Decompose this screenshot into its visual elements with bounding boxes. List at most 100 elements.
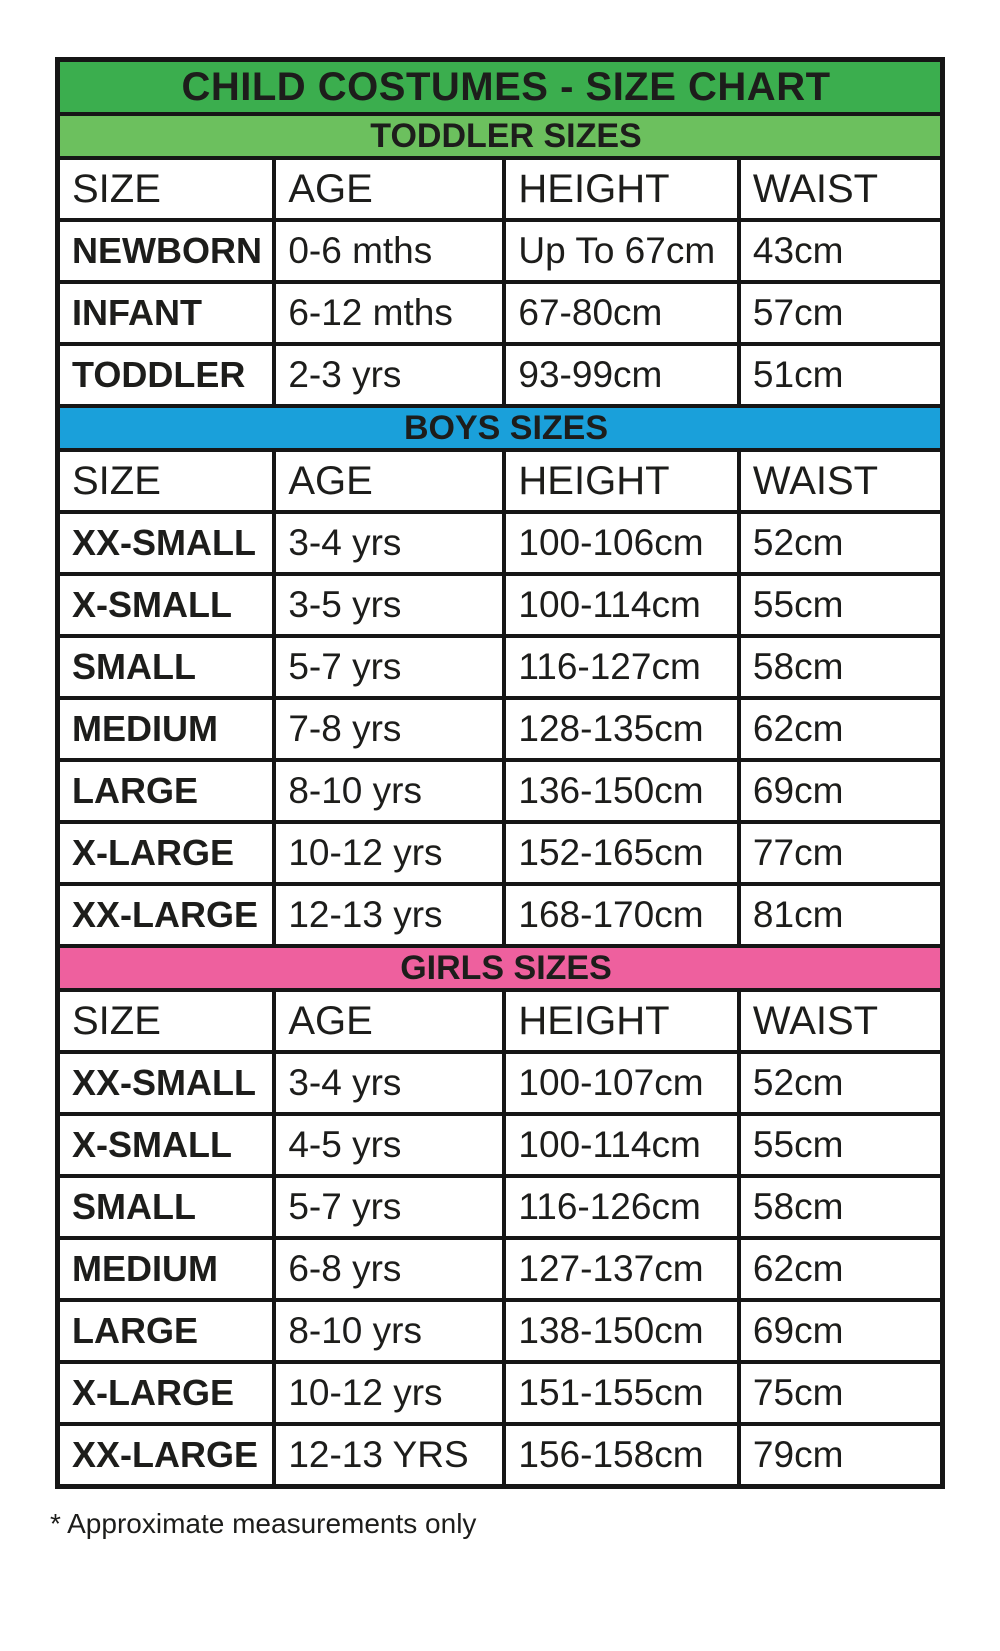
- age-cell: 2-3 yrs: [272, 342, 507, 408]
- age-cell: 7-8 yrs: [272, 696, 507, 762]
- size-cell: X-LARGE: [55, 820, 277, 886]
- size-cell: LARGE: [55, 758, 277, 824]
- height-cell: 116-127cm: [502, 634, 741, 700]
- section-row-girls: GIRLS SIZES: [55, 944, 945, 992]
- column-header-waist: WAIST: [736, 448, 945, 514]
- height-cell: 136-150cm: [502, 758, 741, 824]
- age-cell: 6-12 mths: [272, 280, 507, 346]
- column-header-height: HEIGHT: [502, 988, 741, 1054]
- size-cell: NEWBORN: [55, 218, 277, 284]
- column-header-age: AGE: [272, 156, 507, 222]
- table-row: XX-SMALL 3-4 yrs 100-107cm 52cm: [55, 1050, 945, 1116]
- waist-cell: 51cm: [736, 342, 945, 408]
- table-row: SMALL 5-7 yrs 116-127cm 58cm: [55, 634, 945, 700]
- height-cell: 67-80cm: [502, 280, 741, 346]
- height-cell: 127-137cm: [502, 1236, 741, 1302]
- table-row: XX-LARGE 12-13 yrs 168-170cm 81cm: [55, 882, 945, 948]
- size-cell: X-SMALL: [55, 1112, 277, 1178]
- table-row: LARGE 8-10 yrs 138-150cm 69cm: [55, 1298, 945, 1364]
- size-cell: TODDLER: [55, 342, 277, 408]
- waist-cell: 62cm: [736, 1236, 945, 1302]
- age-cell: 0-6 mths: [272, 218, 507, 284]
- age-cell: 3-5 yrs: [272, 572, 507, 638]
- waist-cell: 69cm: [736, 758, 945, 824]
- table-row: SMALL 5-7 yrs 116-126cm 58cm: [55, 1174, 945, 1240]
- section-band-boys: BOYS SIZES: [55, 404, 945, 452]
- table-row: MEDIUM 7-8 yrs 128-135cm 62cm: [55, 696, 945, 762]
- header-row-toddler: SIZE AGE HEIGHT WAIST: [55, 156, 945, 222]
- size-cell: XX-LARGE: [55, 1422, 277, 1489]
- age-cell: 3-4 yrs: [272, 1050, 507, 1116]
- age-cell: 5-7 yrs: [272, 1174, 507, 1240]
- age-cell: 12-13 YRS: [272, 1422, 507, 1489]
- size-cell: SMALL: [55, 1174, 277, 1240]
- table-row: INFANT 6-12 mths 67-80cm 57cm: [55, 280, 945, 346]
- size-cell: X-SMALL: [55, 572, 277, 638]
- waist-cell: 75cm: [736, 1360, 945, 1426]
- age-cell: 5-7 yrs: [272, 634, 507, 700]
- size-cell: INFANT: [55, 280, 277, 346]
- table-row: MEDIUM 6-8 yrs 127-137cm 62cm: [55, 1236, 945, 1302]
- table-row: XX-LARGE 12-13 YRS 156-158cm 79cm: [55, 1422, 945, 1489]
- table-row: X-SMALL 3-5 yrs 100-114cm 55cm: [55, 572, 945, 638]
- size-cell: X-LARGE: [55, 1360, 277, 1426]
- height-cell: 138-150cm: [502, 1298, 741, 1364]
- column-header-size: SIZE: [55, 448, 277, 514]
- column-header-height: HEIGHT: [502, 156, 741, 222]
- column-header-waist: WAIST: [736, 988, 945, 1054]
- height-cell: 116-126cm: [502, 1174, 741, 1240]
- column-header-size: SIZE: [55, 988, 277, 1054]
- size-cell: SMALL: [55, 634, 277, 700]
- header-row-boys: SIZE AGE HEIGHT WAIST: [55, 448, 945, 514]
- height-cell: 128-135cm: [502, 696, 741, 762]
- table-row: X-LARGE 10-12 yrs 151-155cm 75cm: [55, 1360, 945, 1426]
- size-cell: LARGE: [55, 1298, 277, 1364]
- height-cell: 100-114cm: [502, 1112, 741, 1178]
- waist-cell: 58cm: [736, 1174, 945, 1240]
- table-row: X-LARGE 10-12 yrs 152-165cm 77cm: [55, 820, 945, 886]
- age-cell: 3-4 yrs: [272, 510, 507, 576]
- height-cell: 100-107cm: [502, 1050, 741, 1116]
- column-header-height: HEIGHT: [502, 448, 741, 514]
- height-cell: 93-99cm: [502, 342, 741, 408]
- age-cell: 4-5 yrs: [272, 1112, 507, 1178]
- table-row: X-SMALL 4-5 yrs 100-114cm 55cm: [55, 1112, 945, 1178]
- section-row-boys: BOYS SIZES: [55, 404, 945, 452]
- waist-cell: 57cm: [736, 280, 945, 346]
- height-cell: 168-170cm: [502, 882, 741, 948]
- size-chart-container: CHILD COSTUMES - SIZE CHART TODDLER SIZE…: [55, 57, 945, 1489]
- waist-cell: 52cm: [736, 1050, 945, 1116]
- waist-cell: 43cm: [736, 218, 945, 284]
- footnote: * Approximate measurements only: [50, 1508, 477, 1539]
- title-row: CHILD COSTUMES - SIZE CHART: [55, 57, 945, 116]
- column-header-size: SIZE: [55, 156, 277, 222]
- waist-cell: 77cm: [736, 820, 945, 886]
- table-row: LARGE 8-10 yrs 136-150cm 69cm: [55, 758, 945, 824]
- size-cell: MEDIUM: [55, 1236, 277, 1302]
- table-row: NEWBORN 0-6 mths Up To 67cm 43cm: [55, 218, 945, 284]
- height-cell: Up To 67cm: [502, 218, 741, 284]
- height-cell: 100-106cm: [502, 510, 741, 576]
- size-cell: XX-SMALL: [55, 1050, 277, 1116]
- chart-title: CHILD COSTUMES - SIZE CHART: [55, 57, 945, 116]
- waist-cell: 79cm: [736, 1422, 945, 1489]
- size-cell: XX-LARGE: [55, 882, 277, 948]
- size-chart-table: CHILD COSTUMES - SIZE CHART TODDLER SIZE…: [55, 57, 945, 1489]
- section-row-toddler: TODDLER SIZES: [55, 112, 945, 160]
- height-cell: 152-165cm: [502, 820, 741, 886]
- age-cell: 10-12 yrs: [272, 1360, 507, 1426]
- size-cell: MEDIUM: [55, 696, 277, 762]
- size-cell: XX-SMALL: [55, 510, 277, 576]
- waist-cell: 55cm: [736, 1112, 945, 1178]
- height-cell: 156-158cm: [502, 1422, 741, 1489]
- header-row-girls: SIZE AGE HEIGHT WAIST: [55, 988, 945, 1054]
- age-cell: 10-12 yrs: [272, 820, 507, 886]
- age-cell: 12-13 yrs: [272, 882, 507, 948]
- height-cell: 151-155cm: [502, 1360, 741, 1426]
- waist-cell: 62cm: [736, 696, 945, 762]
- section-band-girls: GIRLS SIZES: [55, 944, 945, 992]
- waist-cell: 58cm: [736, 634, 945, 700]
- section-band-toddler: TODDLER SIZES: [55, 112, 945, 160]
- table-row: XX-SMALL 3-4 yrs 100-106cm 52cm: [55, 510, 945, 576]
